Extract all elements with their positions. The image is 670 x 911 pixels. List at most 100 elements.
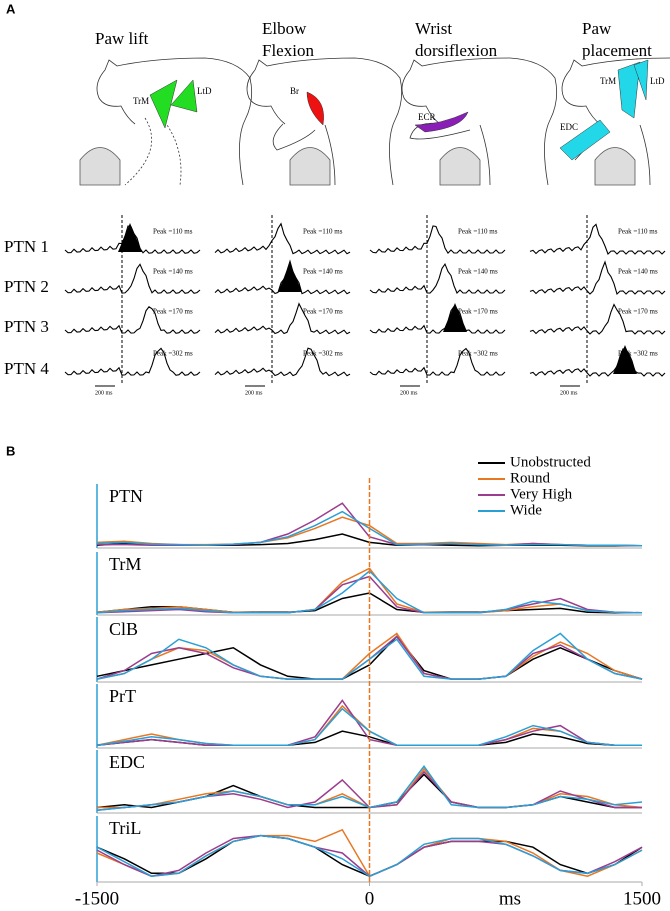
panel-label: B	[6, 443, 15, 458]
peak-label: Peak =302 ms	[153, 350, 193, 358]
peak-label: Peak =110 ms	[303, 228, 343, 236]
legend-label: Round	[510, 470, 551, 486]
panel-title: EDC	[109, 752, 145, 772]
muscle	[170, 79, 198, 113]
cat-head	[561, 69, 601, 125]
x-axis-label: ms	[499, 888, 521, 909]
peak-label: Peak =140 ms	[303, 268, 343, 276]
trace	[214, 347, 351, 377]
panel-title: PTN	[109, 486, 143, 506]
row-label: PTN 2	[4, 277, 49, 296]
cat-drawing: Br	[246, 57, 403, 186]
column-title: placement	[582, 41, 652, 60]
cat-drawing: TrM LtD EDC	[559, 57, 670, 186]
panel-title: TrM	[109, 554, 141, 574]
peak-label: Peak =170 ms	[458, 308, 498, 316]
cat-head	[401, 69, 441, 125]
muscle-label: TrM	[133, 96, 149, 106]
muscle-label: TrM	[600, 76, 616, 86]
peak-label: Peak =170 ms	[153, 308, 193, 316]
series-line	[96, 834, 643, 878]
peak-label: Peak =170 ms	[618, 308, 658, 316]
trace	[64, 347, 201, 376]
column-title: Flexion	[262, 41, 314, 60]
muscle-label: EDC	[560, 122, 578, 132]
series-line	[96, 632, 643, 680]
cat-leg	[124, 117, 182, 186]
muscle	[149, 79, 178, 129]
trace	[369, 225, 506, 254]
row-label: PTN 1	[4, 237, 49, 256]
peak-label: Peak =302 ms	[303, 350, 343, 358]
legend-label: Wide	[510, 502, 542, 518]
panel-title: TriL	[109, 818, 141, 838]
cat-head	[246, 69, 286, 125]
obstacle	[594, 147, 636, 186]
trace	[529, 260, 666, 296]
trace	[369, 347, 506, 376]
trace	[214, 222, 351, 255]
legend-label: Very High	[510, 486, 573, 502]
cat-head	[96, 69, 136, 125]
peak-label: Peak =140 ms	[458, 268, 498, 276]
column-title: Wrist	[415, 19, 452, 38]
scale-bar-label: 200 ms	[400, 390, 418, 396]
active-peak	[443, 303, 467, 332]
panel-label: A	[6, 1, 16, 16]
muscle	[633, 59, 649, 101]
cat-outline	[569, 57, 670, 71]
muscle	[617, 61, 641, 119]
trace	[369, 305, 506, 334]
obstacle	[439, 147, 481, 186]
scale-bar-label: 200 ms	[560, 390, 578, 396]
column-title: Paw lift	[95, 29, 149, 48]
peak-label: Peak =110 ms	[618, 228, 658, 236]
muscle	[559, 119, 611, 161]
panel-title: PrT	[109, 686, 136, 706]
peak-label: Peak =110 ms	[153, 228, 193, 236]
trace	[529, 223, 666, 255]
x-tick-label: 1500	[623, 888, 661, 909]
x-tick-label: -1500	[75, 888, 119, 909]
column-title: Paw	[582, 19, 612, 38]
cat-drawing: ECR	[401, 57, 558, 186]
trace	[64, 263, 201, 294]
active-peak	[118, 223, 142, 252]
trace	[369, 262, 506, 294]
panel-title: ClB	[109, 619, 138, 639]
scale-bar-label: 200 ms	[245, 390, 263, 396]
peak-label: Peak =140 ms	[618, 268, 658, 276]
row-label: PTN 3	[4, 317, 49, 336]
cat-outline	[254, 57, 403, 186]
series-line	[96, 567, 643, 614]
row-label: PTN 4	[4, 359, 49, 378]
cat-leg	[409, 122, 491, 186]
trace	[529, 303, 666, 335]
peak-label: Peak =110 ms	[458, 228, 498, 236]
trace	[64, 306, 201, 334]
active-peak	[278, 263, 302, 292]
muscle-label: LtD	[197, 86, 212, 96]
muscle-label: ECR	[418, 112, 436, 122]
trace	[214, 302, 351, 335]
peak-label: Peak =140 ms	[153, 268, 193, 276]
trace	[214, 259, 351, 295]
scale-bar-label: 200 ms	[95, 390, 113, 396]
cat-leg	[272, 123, 336, 186]
obstacle	[79, 147, 121, 186]
trace	[529, 348, 666, 377]
muscle	[414, 111, 469, 133]
x-tick-label: 0	[365, 888, 375, 909]
muscle	[306, 91, 324, 126]
cat-outline	[104, 57, 253, 186]
peak-label: Peak =302 ms	[458, 350, 498, 358]
muscle-label: LtD	[650, 76, 665, 86]
column-title: dorsiflexion	[415, 41, 498, 60]
cat-drawing: TrM LtD	[79, 57, 253, 186]
muscle-label: Br	[290, 86, 299, 96]
cat-outline	[409, 57, 558, 186]
peak-label: Peak =302 ms	[618, 350, 658, 358]
legend-label: Unobstructed	[510, 454, 591, 470]
obstacle	[289, 147, 331, 186]
